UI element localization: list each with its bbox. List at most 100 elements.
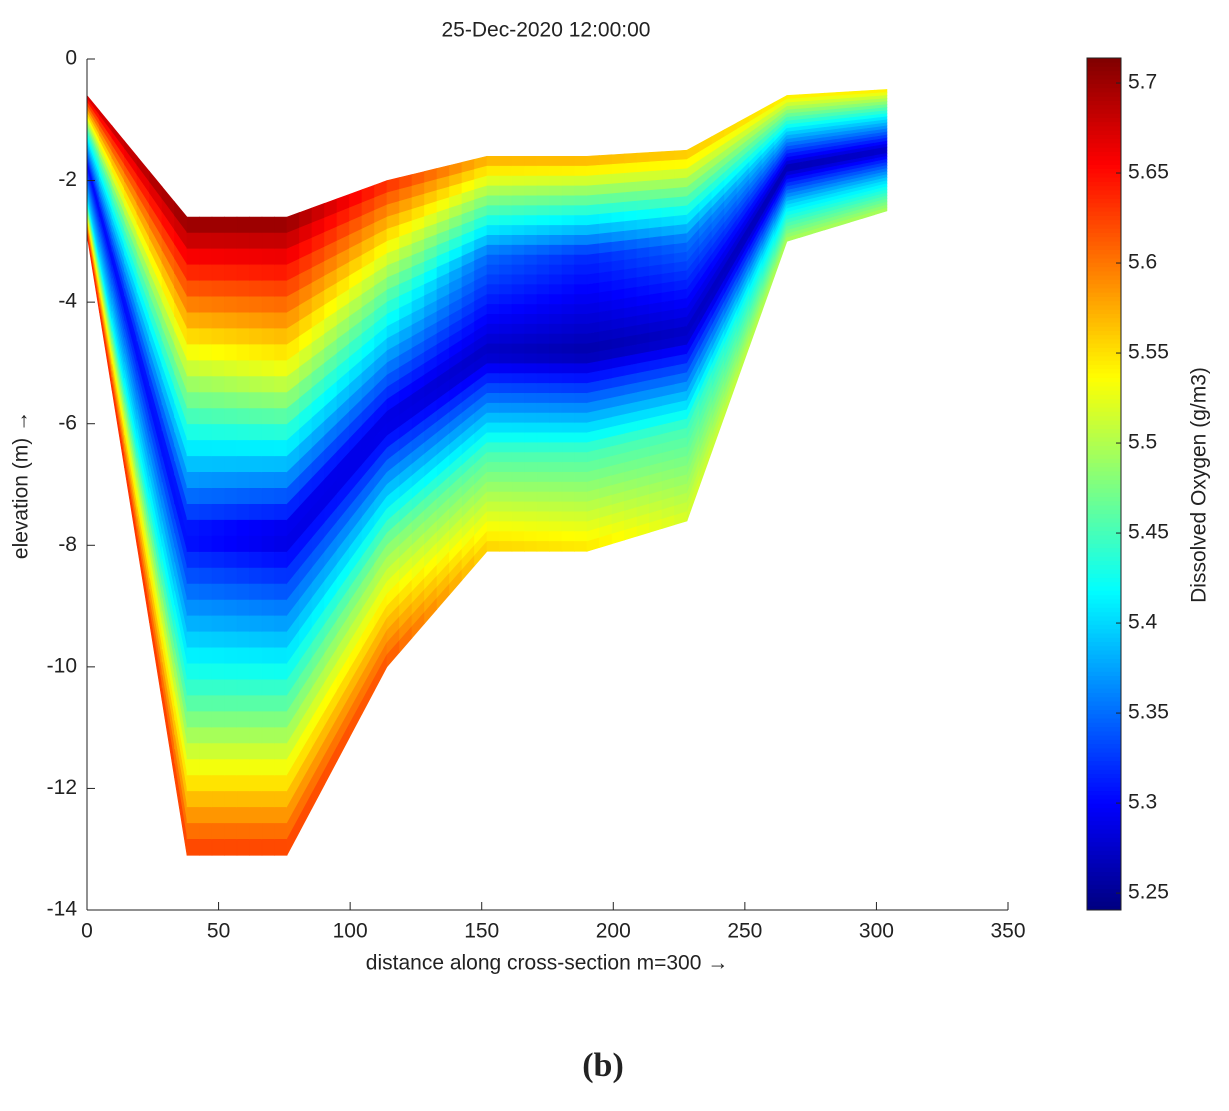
section-patch	[536, 521, 550, 532]
section-patch	[486, 501, 500, 513]
section-patch	[511, 511, 525, 523]
section-patch	[649, 189, 663, 201]
section-patch	[199, 695, 213, 712]
section-patch	[524, 422, 538, 434]
section-patch	[624, 239, 638, 251]
section-patch	[499, 264, 513, 276]
section-patch	[536, 402, 550, 414]
section-cell	[786, 119, 888, 169]
section-patch	[236, 567, 250, 585]
colorbar-swatch	[1087, 666, 1121, 672]
section-patch	[274, 743, 288, 760]
section-patch	[599, 203, 613, 215]
section-patch	[561, 333, 575, 345]
section-patch	[249, 328, 263, 345]
colorbar-swatch	[1087, 581, 1121, 587]
section-patch	[236, 727, 250, 744]
section-patch	[561, 373, 575, 384]
section-patch	[524, 491, 538, 503]
section-patch	[674, 159, 688, 170]
section-patch	[536, 393, 550, 404]
section-patch	[561, 165, 575, 177]
section-patch	[274, 567, 288, 585]
section-patch	[624, 181, 638, 193]
section-patch	[211, 360, 225, 377]
section-patch	[486, 511, 500, 523]
section-patch	[536, 491, 550, 503]
colorbar-swatch	[1087, 479, 1121, 485]
colorbar-label: Dissolved Oxygen (g/m3)	[1188, 367, 1211, 603]
section-patch	[624, 162, 638, 174]
section-cell	[386, 254, 488, 425]
section-patch	[524, 521, 538, 532]
section-patch	[224, 519, 238, 537]
section-patch	[574, 264, 588, 276]
section-patch	[549, 313, 563, 325]
section-patch	[249, 535, 263, 553]
section-patch	[486, 175, 500, 187]
section-patch	[224, 424, 238, 441]
section-patch	[261, 503, 275, 521]
section-patch	[511, 481, 525, 493]
colorbar-swatch	[1087, 360, 1121, 366]
section-patch	[574, 541, 588, 552]
colorbar-swatch	[1087, 700, 1121, 706]
section-patch	[511, 165, 525, 177]
section-patch	[186, 791, 200, 808]
y-axis-label: elevation (m) →	[10, 411, 33, 559]
section-patch	[274, 264, 288, 282]
section-patch	[586, 213, 600, 226]
section-patch	[261, 344, 275, 361]
section-patch	[224, 631, 238, 649]
colorbar-swatch	[1087, 445, 1121, 451]
section-patch	[236, 791, 250, 808]
colorbar-swatch	[1087, 134, 1121, 140]
section-patch	[561, 185, 575, 197]
section-patch	[211, 807, 225, 824]
section-patch	[486, 284, 500, 295]
section-patch	[224, 392, 238, 409]
section-patch	[224, 440, 238, 457]
colorbar-swatch	[1087, 181, 1121, 187]
section-patch	[486, 521, 500, 532]
section-patch	[186, 823, 200, 840]
x-tick-label: 300	[859, 920, 894, 943]
section-patch	[511, 343, 525, 355]
section-patch	[211, 599, 225, 617]
colorbar-swatch	[1087, 683, 1121, 689]
colorbar-swatch	[1087, 347, 1121, 353]
section-patch	[574, 234, 588, 246]
section-patch	[561, 393, 575, 404]
section-patch	[249, 679, 263, 697]
section-patch	[574, 274, 588, 285]
colorbar-swatch	[1087, 509, 1121, 515]
colorbar-swatch	[1087, 117, 1121, 123]
section-patch	[274, 823, 288, 840]
colorbar-swatch	[1087, 718, 1121, 723]
section-patch	[211, 456, 225, 473]
colorbar-swatch	[1087, 884, 1121, 889]
section-patch	[574, 373, 588, 384]
section-patch	[574, 491, 588, 503]
section-patch	[274, 503, 288, 521]
colorbar-swatch	[1087, 705, 1121, 711]
colorbar-swatch	[1087, 841, 1121, 847]
colorbar-swatch	[1087, 432, 1121, 438]
section-patch	[524, 244, 538, 256]
colorbar-swatch	[1087, 645, 1121, 651]
colorbar-swatch	[1087, 803, 1121, 809]
section-patch	[549, 215, 563, 226]
section-patch	[186, 551, 200, 569]
section-patch	[274, 647, 288, 665]
colorbar-swatch	[1087, 820, 1121, 826]
section-patch	[199, 487, 213, 505]
section-patch	[674, 224, 688, 236]
section-patch	[199, 392, 213, 409]
section-patch	[199, 376, 213, 393]
section-patch	[261, 631, 275, 649]
section-patch	[524, 363, 538, 374]
section-patch	[199, 248, 213, 266]
section-patch	[199, 264, 213, 282]
section-patch	[524, 511, 538, 523]
colorbar-swatch	[1087, 236, 1121, 242]
